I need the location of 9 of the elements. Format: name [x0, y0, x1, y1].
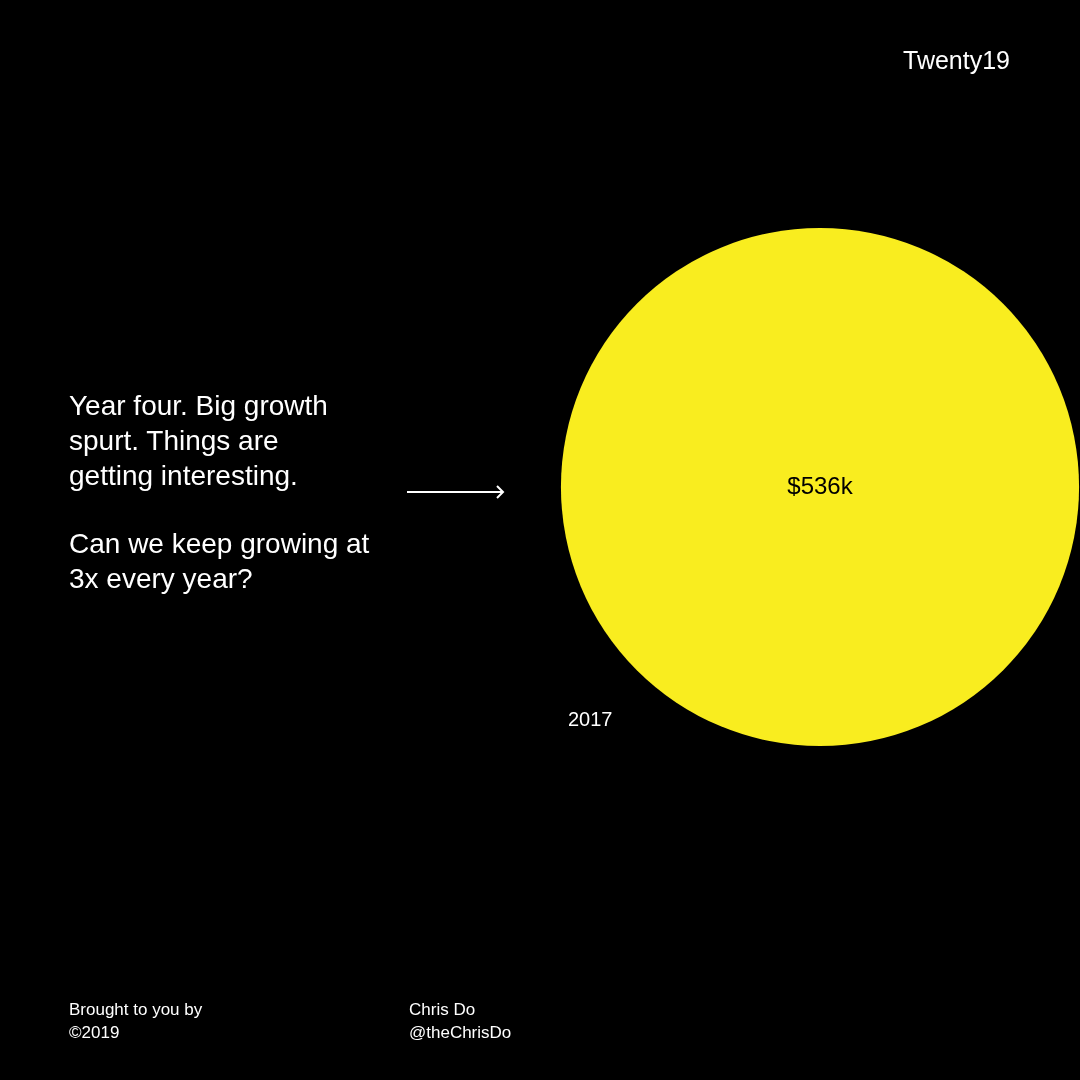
text: Year four. Big growth spurt. Things are getting interesting.	[69, 389, 329, 493]
data-label: $536k	[787, 471, 854, 499]
text: Twenty19	[902, 46, 1010, 75]
category-label: 2017	[568, 708, 613, 731]
text: ©2019	[69, 1023, 120, 1043]
text: Can we keep growing at 3x every year?	[69, 527, 371, 596]
text: Brought to you by	[69, 1000, 203, 1020]
text: @theChrisDo	[409, 1023, 512, 1043]
text: Chris Do	[409, 1000, 476, 1020]
